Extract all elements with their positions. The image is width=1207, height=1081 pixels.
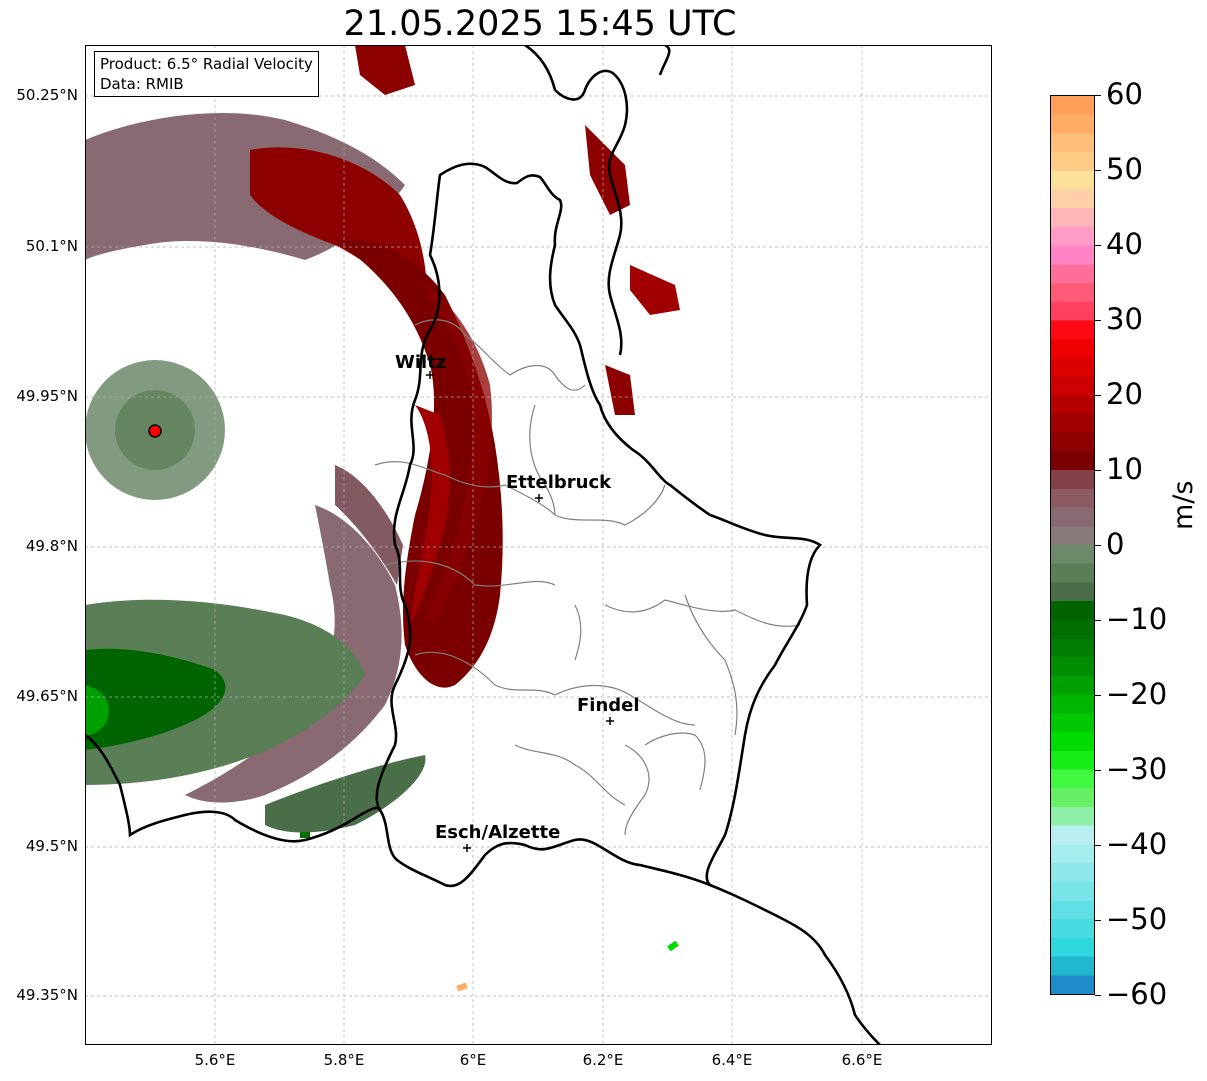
colorbar-tickmark [1095, 245, 1101, 246]
velocity-colorbar [1050, 95, 1095, 995]
border-north-2 [607, 74, 629, 356]
product-label: Product: 6.5° Radial Velocity [100, 55, 313, 73]
luxembourg-border [375, 162, 823, 888]
city-marker-wiltz [426, 371, 434, 379]
map-frame-border [85, 45, 992, 1045]
country-borders [85, 45, 881, 1045]
colorbar-tickmark [1095, 920, 1101, 921]
product-info-box: Product: 6.5° Radial Velocity Data: RMIB [94, 51, 319, 97]
colorbar-tick-label: −50 [1106, 902, 1168, 936]
echo-east-spots [425, 285, 492, 625]
lat-label-50-1: 50.1°N [25, 237, 78, 255]
echo-green-band [85, 599, 365, 785]
colorbar-tick-label: 60 [1106, 77, 1143, 111]
city-label-ettelbruck: Ettelbruck [506, 472, 612, 493]
city-esch-alzette: Esch/Alzette [435, 822, 560, 852]
map-area[interactable]: Wiltz Ettelbruck Findel Esch/Alzette [85, 45, 992, 1045]
colorbar-tick-label: 0 [1106, 527, 1125, 561]
city-findel: Findel [577, 695, 640, 725]
lat-label-49-8: 49.8°N [25, 537, 78, 555]
border-west [85, 733, 382, 843]
city-marker-ettelbruck [535, 494, 543, 502]
echo-green-dark [85, 648, 226, 750]
colorbar-unit-label: m/s [1168, 480, 1199, 530]
lat-label-49-95: 49.95°N [16, 387, 78, 405]
lon-label-6-4: 6.4°E [711, 1051, 753, 1069]
city-marker-esch [463, 844, 471, 852]
lat-label-49-65: 49.65°N [16, 687, 78, 705]
echo-arc-red-inner [410, 405, 450, 625]
colorbar-tickmark [1095, 395, 1101, 396]
echo-speck-lime [667, 940, 679, 952]
city-wiltz: Wiltz [395, 352, 446, 379]
colorbar-tick-label: −20 [1106, 677, 1168, 711]
colorbar-tickmark [1095, 320, 1101, 321]
colorbar-tickmark [1095, 995, 1101, 996]
data-source-label: Data: RMIB [100, 75, 184, 93]
lon-label-6-2: 6.2°E [582, 1051, 624, 1069]
colorbar-tick-label: −30 [1106, 752, 1168, 786]
city-label-esch-alzette: Esch/Alzette [435, 822, 560, 843]
border-north [524, 45, 616, 101]
colorbar-tick-label: 20 [1106, 377, 1143, 411]
echo-green-bright [85, 685, 109, 735]
echo-ne-red-1 [585, 125, 630, 215]
colorbar-tick-label: −40 [1106, 827, 1168, 861]
colorbar-tick-label: 10 [1106, 452, 1143, 486]
city-markers: Wiltz Ettelbruck Findel Esch/Alzette [395, 352, 640, 852]
echo-ne-red-2 [630, 265, 680, 315]
city-label-findel: Findel [577, 695, 640, 716]
radar-site-marker [148, 424, 162, 438]
city-label-wiltz: Wiltz [395, 352, 446, 373]
colorbar-tick-label: 30 [1106, 302, 1143, 336]
city-ettelbruck: Ettelbruck [506, 472, 612, 502]
echo-ne-red-3 [605, 365, 635, 415]
colorbar-tick-label: 50 [1106, 152, 1143, 186]
lon-label-5-6: 5.6°E [194, 1051, 236, 1069]
colorbar-tickmark [1095, 620, 1101, 621]
lat-label-49-5: 49.5°N [25, 837, 78, 855]
lat-label-50-25: 50.25°N [16, 86, 78, 104]
echo-band-mauve-2 [335, 465, 403, 585]
colorbar-tickmark [1095, 770, 1101, 771]
echo-speck-green [300, 832, 310, 838]
lat-label-49-35: 49.35°N [16, 986, 78, 1004]
echo-south-green [265, 755, 426, 833]
lon-label-6: 6°E [459, 1051, 487, 1069]
map-canvas[interactable]: Wiltz Ettelbruck Findel Esch/Alzette [85, 45, 992, 1045]
colorbar-tickmark [1095, 845, 1101, 846]
colorbar-tickmark [1095, 695, 1101, 696]
colorbar-tick-label: −10 [1106, 602, 1168, 636]
lon-label-5-8: 5.8°E [323, 1051, 365, 1069]
border-south-east [709, 883, 881, 1045]
map-title: 21.05.2025 15:45 UTC [343, 4, 737, 44]
colorbar-tick-label: −60 [1106, 977, 1168, 1011]
canton-borders [374, 319, 801, 836]
border-east [658, 45, 671, 76]
colorbar-tickmark [1095, 470, 1101, 471]
lon-label-6-6: 6.6°E [841, 1051, 883, 1069]
colorbar-tick-label: 40 [1106, 227, 1143, 261]
echo-band-mauve [185, 505, 402, 803]
echo-speck-orange [456, 982, 468, 992]
colorbar-tickmark [1095, 170, 1101, 171]
colorbar-tickmark [1095, 95, 1101, 96]
echo-top-red [355, 45, 415, 95]
colorbar-tickmark [1095, 545, 1101, 546]
city-marker-findel [606, 717, 614, 725]
